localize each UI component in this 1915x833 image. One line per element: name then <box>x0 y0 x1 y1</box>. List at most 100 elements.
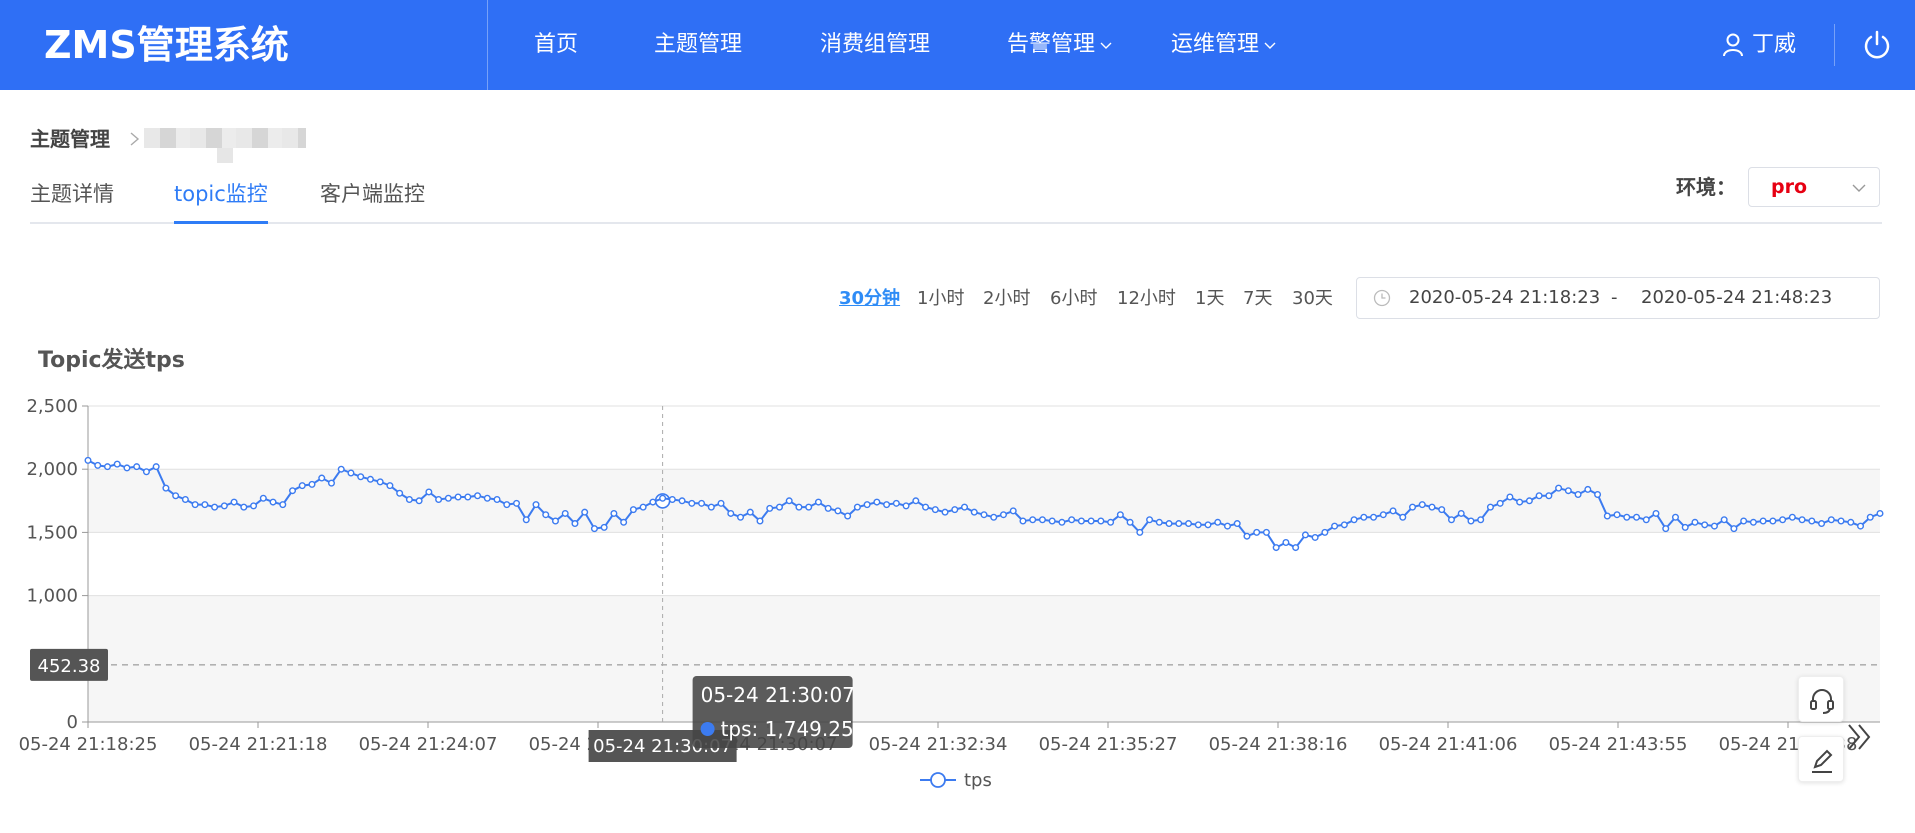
data-point <box>1506 493 1514 501</box>
data-point <box>1720 516 1728 524</box>
chevron-down-icon <box>1100 42 1112 49</box>
min-markline-label: 452.38 <box>38 656 101 677</box>
chart-tooltip: 05-24 21:30:07 tps: 1,749.25 <box>692 676 855 748</box>
data-point <box>1827 516 1835 524</box>
chart-legend[interactable]: tps <box>920 770 992 791</box>
tooltip-marker <box>700 722 715 736</box>
data-point <box>376 478 384 486</box>
data-point <box>941 508 949 516</box>
nav-item-alert-management[interactable]: 告警管理 <box>1007 0 1113 90</box>
data-point <box>1866 513 1874 521</box>
data-point <box>1691 518 1699 526</box>
range-2h[interactable]: 2小时 <box>983 288 1031 309</box>
legend-marker <box>930 772 946 788</box>
data-point <box>1165 520 1173 528</box>
data-point <box>805 503 813 511</box>
nav-item-consumer-group-management[interactable]: 消费组管理 <box>820 32 931 57</box>
chevron-down-icon <box>1852 184 1866 192</box>
data-point <box>1779 516 1787 524</box>
range-1h[interactable]: 1小时 <box>917 288 965 309</box>
data-point <box>123 464 131 472</box>
data-point <box>1525 497 1533 505</box>
tab-client-monitor[interactable]: 客户端监控 <box>320 182 425 206</box>
collapse-double-chevron-icon[interactable] <box>1846 720 1874 754</box>
data-point <box>357 473 365 481</box>
data-point <box>386 482 394 490</box>
data-point <box>1321 528 1329 536</box>
support-button[interactable] <box>1798 676 1844 722</box>
data-point <box>1603 512 1611 520</box>
range-1d[interactable]: 1天 <box>1195 288 1225 309</box>
user-icon <box>1723 33 1743 57</box>
chart-gridlines <box>88 405 1880 723</box>
date-end-input[interactable]: 2020-05-24 21:48:23 <box>1641 287 1833 308</box>
feedback-button[interactable] <box>1798 736 1844 782</box>
data-point <box>746 508 754 516</box>
x-tick-label: 05-24 21:18:25 <box>19 734 158 755</box>
data-point <box>1701 521 1709 529</box>
chart-band <box>88 595 1880 722</box>
data-point <box>951 506 959 514</box>
user-menu[interactable]: 丁威 <box>1722 0 1796 90</box>
data-point <box>1740 517 1748 525</box>
range-30min[interactable]: 30分钟 <box>839 288 901 309</box>
data-point <box>1204 521 1212 529</box>
data-point <box>1253 528 1261 536</box>
tab-topic-detail[interactable]: 主题详情 <box>30 182 114 206</box>
range-12h[interactable]: 12小时 <box>1117 288 1176 309</box>
data-point <box>1857 522 1865 530</box>
tooltip-time: 05-24 21:30:07 <box>701 683 855 707</box>
data-point <box>1564 487 1572 495</box>
data-point <box>366 475 374 483</box>
series-tps <box>84 456 1884 552</box>
breadcrumb-root[interactable]: 主题管理 <box>30 127 110 151</box>
data-point <box>532 501 540 509</box>
tooltip-value: tps: 1,749.25 <box>721 717 854 741</box>
data-point <box>1545 492 1553 500</box>
data-point <box>542 511 550 519</box>
data-point <box>1116 511 1124 519</box>
top-header: ZMS管理系统 首页 主题管理 消费组管理 告警管理 运维管理 丁威 <box>0 0 1915 90</box>
tooltip-box <box>692 676 853 748</box>
data-point <box>1379 511 1387 519</box>
data-point <box>1409 503 1417 511</box>
data-point <box>142 468 150 476</box>
nav-item-home[interactable]: 首页 <box>534 32 579 57</box>
range-30d[interactable]: 30天 <box>1292 288 1333 309</box>
data-point <box>1233 520 1241 528</box>
data-point <box>1155 518 1163 526</box>
data-point <box>931 506 939 514</box>
range-7d[interactable]: 7天 <box>1243 288 1273 309</box>
data-point <box>561 509 569 517</box>
data-point <box>337 465 345 473</box>
data-point <box>1292 544 1300 552</box>
data-point <box>1759 517 1767 525</box>
data-point <box>737 513 745 521</box>
data-point <box>1262 528 1270 536</box>
date-start-input[interactable]: 2020-05-24 21:18:23 <box>1409 287 1601 308</box>
data-point <box>1613 511 1621 519</box>
min-markline: 452.38 <box>30 648 1880 681</box>
data-point <box>853 503 861 511</box>
date-range-picker[interactable]: 2020-05-24 21:18:23 - 2020-05-24 21:48:2… <box>1356 277 1880 319</box>
tab-topic-monitor[interactable]: topic监控 <box>174 176 268 224</box>
y-tick-label: 1,500 <box>26 522 78 543</box>
env-select[interactable]: pro <box>1748 167 1880 207</box>
power-icon[interactable] <box>1862 30 1892 60</box>
x-axis-ticks: 05-24 21:18:25 05-24 21:21:18 05-24 21:24:… <box>19 722 1857 755</box>
data-point <box>1633 513 1641 521</box>
data-point <box>279 501 287 509</box>
data-point <box>152 463 160 471</box>
user-name: 丁威 <box>1752 32 1797 57</box>
breadcrumb-redacted-topic <box>144 128 306 148</box>
data-point <box>1486 503 1494 511</box>
nav-item-topic-management[interactable]: 主题管理 <box>654 32 743 57</box>
app-brand[interactable]: ZMS管理系统 <box>44 23 289 67</box>
data-point <box>844 512 852 520</box>
data-point <box>1418 501 1426 509</box>
data-point <box>201 501 209 509</box>
range-6h[interactable]: 6小时 <box>1050 288 1098 309</box>
nav-item-ops-management[interactable]: 运维管理 <box>1171 0 1277 90</box>
header-divider <box>1834 24 1835 66</box>
